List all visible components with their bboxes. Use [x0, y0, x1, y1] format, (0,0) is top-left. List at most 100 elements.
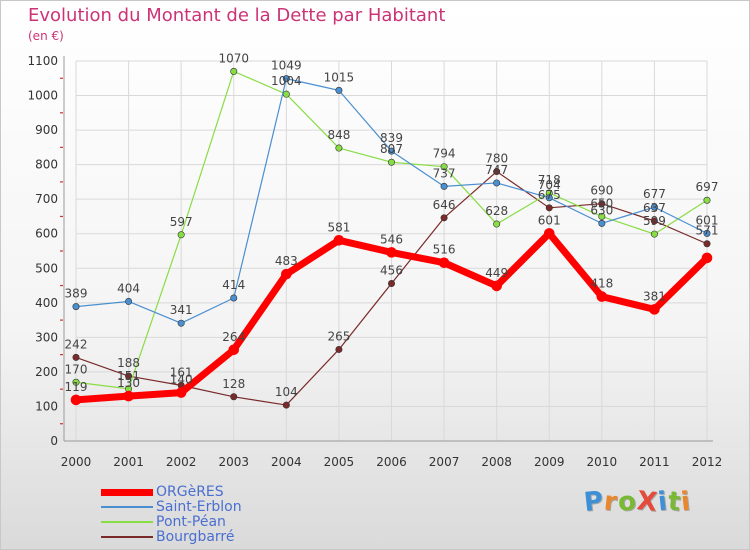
data-label: 264 [222, 330, 245, 344]
series-point [281, 268, 292, 280]
series-point [440, 182, 448, 190]
data-label: 807 [380, 142, 403, 156]
series-point [230, 393, 238, 401]
y-tick-label: 600 [35, 227, 58, 241]
series-point [650, 217, 658, 225]
x-tick-label: 2005 [324, 455, 355, 469]
x-tick-label: 2009 [534, 455, 565, 469]
legend-label: Saint-Erblon [156, 499, 242, 515]
y-tick-label: 800 [35, 158, 58, 172]
data-label: 130 [117, 376, 140, 390]
y-tick-label: 700 [35, 192, 58, 206]
data-label: 697 [696, 180, 719, 194]
chart-title: Evolution du Montant de la Dette par Hab… [28, 5, 446, 26]
series-point [598, 219, 606, 227]
data-label: 630 [590, 203, 613, 217]
series-point [493, 168, 501, 176]
series-point [440, 214, 448, 222]
series-point [177, 231, 185, 239]
series-point [125, 297, 133, 305]
series-point [598, 200, 606, 208]
series-point [440, 163, 448, 171]
y-tick-label: 300 [35, 330, 58, 344]
data-label: 650 [590, 196, 613, 210]
data-label: 341 [170, 303, 193, 317]
legend-swatch [101, 488, 153, 496]
y-tick-label: 900 [35, 123, 58, 137]
series-point [387, 158, 395, 166]
data-label: 242 [65, 337, 88, 351]
series-point [335, 144, 343, 152]
data-label: 546 [380, 232, 403, 246]
series-point [703, 229, 711, 237]
series-point [491, 280, 502, 292]
data-label: 599 [643, 214, 666, 228]
series-point [386, 247, 397, 258]
x-tick-label: 2004 [271, 455, 302, 469]
x-tick-label: 2012 [692, 455, 723, 469]
data-label: 747 [485, 163, 508, 177]
data-label: 794 [433, 147, 456, 161]
y-tick-label: 0 [50, 434, 58, 448]
legend-swatch [101, 536, 153, 538]
series-point [335, 345, 343, 353]
x-tick-label: 2002 [166, 455, 197, 469]
brand-logo: ProXiti [582, 486, 694, 527]
data-label: 404 [117, 281, 140, 295]
data-label: 516 [433, 243, 456, 257]
series-point [230, 294, 238, 302]
data-label: 780 [485, 152, 508, 166]
data-label: 418 [590, 277, 613, 291]
series-point [72, 353, 80, 361]
x-tick-label: 2011 [639, 455, 670, 469]
data-label: 128 [222, 377, 245, 391]
brand-logo-text: ProXiti [582, 486, 694, 518]
series-point [596, 291, 608, 302]
series-point [177, 319, 185, 327]
legend-label: Pont-Péan [156, 514, 226, 530]
series-point [649, 304, 660, 315]
series-point [70, 394, 82, 406]
data-label: 581 [327, 220, 350, 234]
data-label: 483 [275, 254, 298, 268]
data-label: 119 [65, 380, 88, 394]
y-tick-label: 500 [35, 261, 58, 275]
y-tick-label: 100 [35, 399, 58, 413]
data-label: 265 [327, 329, 350, 343]
series-point [545, 204, 553, 212]
x-tick-label: 2008 [481, 455, 512, 469]
data-label: 704 [538, 178, 561, 192]
chart-unit-label: (en €) [28, 29, 64, 43]
data-label: 690 [590, 184, 613, 198]
data-label: 597 [170, 215, 193, 229]
series-point [335, 86, 343, 94]
legend-swatch [101, 521, 153, 523]
series-point [650, 203, 658, 211]
data-label: 414 [222, 278, 245, 292]
y-tick-label: 1000 [27, 89, 58, 103]
data-label-layer: 242 188 161 128 104 265 456 646 780 675 690 637 571 1… [65, 51, 719, 399]
data-label: 677 [643, 187, 666, 201]
series-point [228, 344, 240, 356]
series-point [175, 387, 187, 398]
series-point [493, 220, 501, 228]
data-label: 637 [643, 201, 666, 215]
brand-letter: i [679, 486, 693, 518]
series-point [230, 67, 238, 75]
data-label: 1015 [324, 70, 355, 84]
series-point [282, 90, 290, 98]
series-point [282, 75, 290, 83]
y-tick-label: 400 [35, 296, 58, 310]
x-tick-label: 2010 [587, 455, 618, 469]
data-label: 449 [485, 266, 508, 280]
series-point [493, 179, 501, 187]
data-label: 848 [327, 128, 350, 142]
data-label: 151 [117, 369, 140, 383]
data-label: 140 [170, 373, 193, 387]
grid-layer [75, 60, 708, 442]
series-point [387, 147, 395, 155]
series-point [701, 252, 713, 264]
series-point [650, 230, 658, 238]
series-point [387, 279, 395, 287]
